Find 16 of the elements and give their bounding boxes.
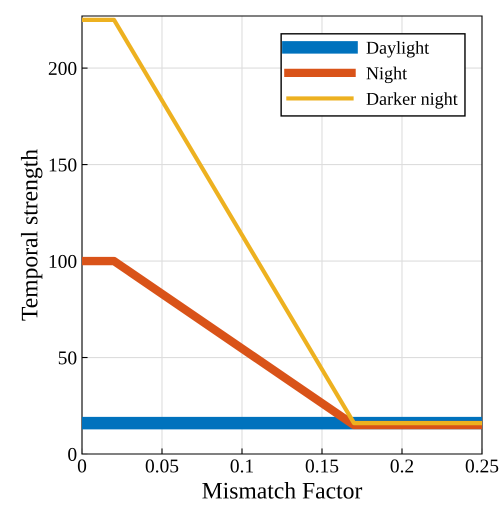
x-tick-label: 0.05 <box>146 459 178 473</box>
y-axis-title: Temporal strength <box>20 149 42 321</box>
y-tick-label: 150 <box>50 158 76 172</box>
legend-label: Darker night <box>366 92 458 109</box>
legend-label: Daylight <box>366 41 430 58</box>
x-axis-title: Mismatch Factor <box>202 482 362 499</box>
x-tick-label: 0.1 <box>230 459 253 473</box>
y-tick-label: 0 <box>68 448 76 461</box>
x-tick-label: 0.25 <box>466 459 498 473</box>
y-tick-label: 200 <box>48 62 76 76</box>
y-tick-label: 50 <box>58 351 76 364</box>
x-tick-label: 0.2 <box>390 459 414 473</box>
x-tick-label: 0.15 <box>306 459 338 473</box>
y-tick-label: 100 <box>50 254 76 268</box>
legend-label: Night <box>366 66 408 84</box>
x-tick-label: 0 <box>78 459 86 473</box>
